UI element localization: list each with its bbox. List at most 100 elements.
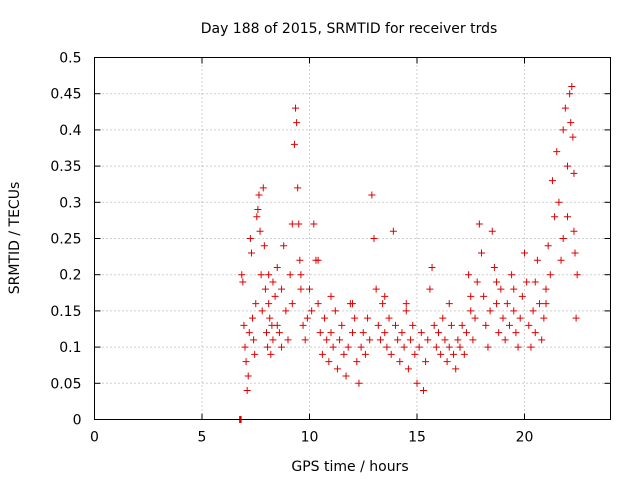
data-point — [409, 321, 417, 329]
data-point — [294, 184, 302, 192]
data-point — [571, 249, 579, 257]
data-point — [428, 263, 436, 271]
data-point — [288, 220, 296, 228]
y-tick-label: 0.05 — [50, 376, 81, 392]
data-point — [340, 350, 348, 358]
data-point — [465, 271, 473, 279]
data-point — [260, 242, 268, 250]
data-point — [269, 336, 277, 344]
data-point — [383, 343, 391, 351]
data-point — [542, 300, 550, 308]
data-point — [349, 300, 356, 308]
data-point — [503, 300, 511, 308]
data-point — [306, 285, 313, 293]
data-point — [482, 321, 490, 329]
data-point — [273, 321, 281, 329]
data-point — [387, 350, 395, 358]
data-point — [439, 314, 447, 322]
data-point — [572, 314, 580, 322]
data-point — [314, 256, 322, 264]
data-point — [238, 271, 246, 279]
data-point — [368, 191, 376, 199]
y-tick-label: 0.1 — [59, 340, 81, 356]
data-point — [243, 387, 251, 395]
y-tick-labels: 0 0.05 0.1 0.15 0.2 0.25 0.3 0.35 0.4 0.45 0.5 — [50, 51, 81, 429]
data-point — [333, 365, 341, 373]
data-point — [527, 343, 535, 351]
data-point — [512, 329, 520, 337]
data-point — [273, 263, 281, 271]
data-point — [357, 343, 365, 351]
data-point — [396, 358, 404, 366]
data-point — [462, 329, 470, 337]
data-point — [501, 336, 509, 344]
data-point — [497, 285, 505, 293]
data-point — [275, 329, 283, 337]
data-point — [510, 285, 518, 293]
data-point — [349, 329, 356, 337]
data-point — [480, 292, 488, 300]
data-point — [290, 140, 298, 148]
data-point — [456, 343, 464, 351]
data-point — [490, 263, 498, 271]
data-point — [366, 336, 374, 344]
y-tick-label: 0.35 — [50, 159, 81, 175]
data-point — [245, 329, 253, 337]
data-point — [419, 387, 427, 395]
data-point — [559, 126, 567, 134]
data-point — [293, 119, 301, 127]
data-point — [327, 292, 335, 300]
data-point — [533, 256, 541, 264]
data-point — [242, 358, 250, 366]
data-point — [573, 271, 581, 279]
data-point — [561, 104, 569, 112]
data-point — [475, 220, 483, 228]
data-point — [342, 372, 350, 380]
x-axis-title: GPS time / hours — [291, 459, 408, 475]
data-point — [493, 300, 501, 308]
data-point — [258, 307, 266, 315]
data-point — [486, 307, 494, 315]
data-point — [454, 336, 462, 344]
data-point — [381, 292, 389, 300]
data-point — [389, 227, 397, 235]
data-point — [551, 213, 559, 221]
data-point — [301, 336, 309, 344]
data-point — [244, 372, 252, 380]
y-tick-label: 0.2 — [59, 268, 81, 284]
y-tick-label: 0.15 — [50, 304, 81, 320]
data-point — [567, 119, 575, 127]
data-point — [521, 249, 528, 257]
data-point — [544, 242, 552, 250]
data-point — [261, 285, 269, 293]
data-point — [452, 365, 460, 373]
data-point — [394, 336, 402, 344]
data-point — [542, 285, 550, 293]
data-point — [422, 358, 430, 366]
data-point — [327, 329, 335, 337]
data-point — [308, 307, 316, 315]
y-tick-label: 0.45 — [50, 87, 81, 103]
data-point — [471, 314, 479, 322]
data-point — [263, 329, 270, 337]
data-point — [529, 307, 537, 315]
data-point — [278, 343, 286, 351]
data-point — [246, 235, 254, 242]
data-point — [254, 206, 262, 214]
data-point — [265, 300, 273, 308]
data-point — [559, 235, 567, 242]
data-point — [292, 104, 300, 112]
data-point — [299, 321, 307, 329]
data-point — [318, 350, 326, 358]
data-point — [372, 285, 380, 293]
data-point — [437, 350, 445, 358]
data-point — [505, 321, 513, 329]
data-point — [295, 220, 303, 228]
data-point — [417, 329, 425, 337]
data-point — [538, 336, 546, 344]
data-point — [288, 300, 296, 308]
y-axis-title: SRMTID / TECUs — [7, 182, 23, 295]
data-point — [402, 300, 410, 308]
data-point — [361, 350, 369, 358]
data-point — [518, 292, 526, 300]
